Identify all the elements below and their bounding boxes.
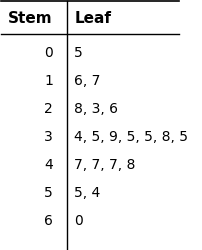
- Text: 3: 3: [44, 130, 53, 144]
- Text: 4: 4: [44, 158, 53, 172]
- Text: 0: 0: [44, 46, 53, 60]
- Text: 8, 3, 6: 8, 3, 6: [74, 102, 118, 116]
- Text: Leaf: Leaf: [74, 11, 111, 26]
- Text: 5: 5: [44, 186, 53, 200]
- Text: 4, 5, 9, 5, 5, 8, 5: 4, 5, 9, 5, 5, 8, 5: [74, 130, 188, 144]
- Text: Stem: Stem: [8, 11, 53, 26]
- Text: 0: 0: [74, 214, 83, 228]
- Text: 1: 1: [44, 74, 53, 88]
- Text: 2: 2: [44, 102, 53, 116]
- Text: 5, 4: 5, 4: [74, 186, 100, 200]
- Text: 7, 7, 7, 8: 7, 7, 7, 8: [74, 158, 136, 172]
- Text: 6, 7: 6, 7: [74, 74, 101, 88]
- Text: 6: 6: [44, 214, 53, 228]
- Text: 5: 5: [74, 46, 83, 60]
